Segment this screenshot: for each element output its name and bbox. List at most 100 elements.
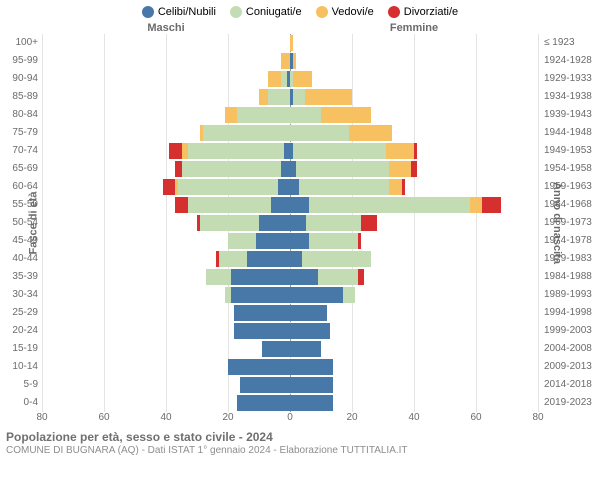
pyramid-row (42, 70, 538, 88)
bar-segment (290, 197, 309, 213)
bar-segment (231, 287, 290, 303)
x-tick: 20 (222, 412, 233, 423)
bar-segment (290, 305, 327, 321)
bar-segment (290, 233, 309, 249)
bar-segment (305, 89, 352, 105)
pyramid-row (42, 322, 538, 340)
x-tick: 40 (408, 412, 419, 423)
male-bar (42, 359, 290, 375)
pyramid-row (42, 106, 538, 124)
female-bar (290, 323, 538, 339)
legend-item: Celibi/Nubili (142, 6, 216, 18)
bar-segment (290, 395, 333, 411)
bar-segment (386, 143, 414, 159)
bar-segment (309, 197, 470, 213)
bar-segment (188, 197, 272, 213)
age-tick: 90-94 (0, 70, 38, 88)
bar-segment (206, 269, 231, 285)
legend-swatch (388, 6, 400, 18)
male-bar (42, 179, 290, 195)
age-tick: 95-99 (0, 52, 38, 70)
bar-segment (358, 233, 361, 249)
chart-subtitle: COMUNE DI BUGNARA (AQ) - Dati ISTAT 1° g… (6, 445, 594, 456)
age-tick: 15-19 (0, 340, 38, 358)
age-tick: 35-39 (0, 268, 38, 286)
legend-label: Divorziati/e (404, 6, 458, 18)
pyramid-row (42, 250, 538, 268)
y-axis-right-label: Anno di nascita (551, 182, 563, 264)
age-tick: 0-4 (0, 394, 38, 412)
male-bar (42, 251, 290, 267)
birth-tick: 1999-2003 (544, 322, 600, 340)
birth-tick: 1934-1938 (544, 88, 600, 106)
bar-segment (278, 179, 290, 195)
legend-swatch (230, 6, 242, 18)
bar-segment (262, 341, 290, 357)
bar-segment (163, 179, 175, 195)
bar-segment (389, 161, 411, 177)
bar-segment (240, 377, 290, 393)
male-bar (42, 269, 290, 285)
bar-segment (302, 251, 370, 267)
bar-segment (309, 233, 359, 249)
bar-segment (290, 359, 333, 375)
bar-segment (290, 377, 333, 393)
birth-tick: 1989-1993 (544, 286, 600, 304)
age-tick: 85-89 (0, 88, 38, 106)
age-tick: 65-69 (0, 160, 38, 178)
bar-segment (175, 197, 187, 213)
female-bar (290, 215, 538, 231)
age-tick: 5-9 (0, 376, 38, 394)
pyramid-row (42, 394, 538, 412)
x-tick: 60 (98, 412, 109, 423)
bar-segment (299, 179, 389, 195)
grid-line (538, 34, 539, 412)
bar-segment (268, 89, 290, 105)
female-bar (290, 251, 538, 267)
birth-tick: 1939-1943 (544, 106, 600, 124)
pyramid-row (42, 268, 538, 286)
pyramid-row (42, 160, 538, 178)
legend-label: Vedovi/e (332, 6, 374, 18)
birth-tick: 2009-2013 (544, 358, 600, 376)
bar-segment (281, 53, 290, 69)
pyramid-row (42, 196, 538, 214)
y-axis-right-ticks: ≤ 19231924-19281929-19331934-19381939-19… (538, 34, 600, 412)
bar-segment (361, 215, 377, 231)
bar-segment (290, 323, 330, 339)
female-bar (290, 161, 538, 177)
female-bar (290, 125, 538, 141)
bar-segment (290, 215, 306, 231)
bar-segment (470, 197, 482, 213)
bar-segment (293, 53, 296, 69)
bar-segment (358, 269, 364, 285)
birth-tick: 1924-1928 (544, 52, 600, 70)
age-tick: 30-34 (0, 286, 38, 304)
x-tick: 0 (287, 412, 293, 423)
bar-segment (259, 215, 290, 231)
bar-segment (293, 89, 305, 105)
birth-tick: 2004-2008 (544, 340, 600, 358)
male-bar (42, 53, 290, 69)
legend-item: Vedovi/e (316, 6, 374, 18)
birth-tick: ≤ 1923 (544, 34, 600, 52)
age-tick: 100+ (0, 34, 38, 52)
male-bar (42, 287, 290, 303)
bar-segment (188, 143, 284, 159)
age-tick: 10-14 (0, 358, 38, 376)
female-bar (290, 395, 538, 411)
legend-swatch (316, 6, 328, 18)
bar-segment (237, 395, 290, 411)
birth-tick: 2014-2018 (544, 376, 600, 394)
bar-segment (290, 107, 321, 123)
bar-segment (228, 359, 290, 375)
x-tick: 60 (470, 412, 481, 423)
male-bar (42, 305, 290, 321)
female-bar (290, 53, 538, 69)
female-bar (290, 305, 538, 321)
bar-segment (293, 143, 386, 159)
bar-segment (296, 161, 389, 177)
bar-segment (290, 341, 321, 357)
male-bar (42, 215, 290, 231)
pyramid-row (42, 304, 538, 322)
